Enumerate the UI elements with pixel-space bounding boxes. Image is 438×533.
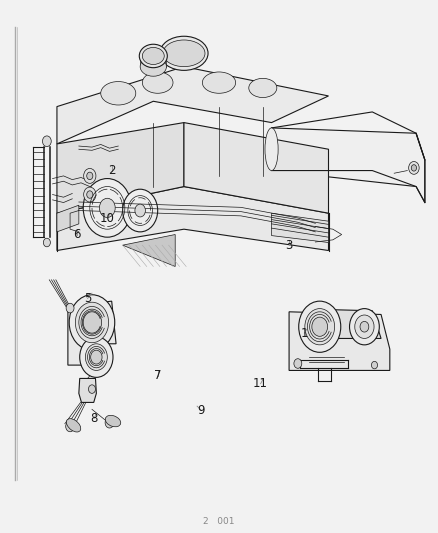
Circle shape — [42, 136, 51, 147]
Circle shape — [294, 359, 302, 368]
Circle shape — [83, 179, 131, 237]
Polygon shape — [184, 123, 328, 213]
Ellipse shape — [140, 57, 166, 76]
Circle shape — [87, 191, 93, 198]
Ellipse shape — [101, 82, 136, 105]
Ellipse shape — [265, 128, 278, 171]
Polygon shape — [123, 235, 175, 266]
Text: 2   001: 2 001 — [203, 517, 235, 526]
Circle shape — [69, 295, 115, 350]
Polygon shape — [289, 312, 390, 370]
Ellipse shape — [202, 72, 236, 93]
Polygon shape — [311, 309, 381, 338]
Circle shape — [135, 204, 145, 217]
Circle shape — [411, 165, 417, 171]
Circle shape — [66, 303, 74, 313]
Ellipse shape — [249, 78, 277, 98]
Polygon shape — [79, 378, 96, 402]
Text: 3: 3 — [286, 239, 293, 252]
Polygon shape — [68, 301, 116, 365]
Text: 9: 9 — [198, 404, 205, 417]
Text: 7: 7 — [154, 369, 162, 382]
Circle shape — [350, 309, 379, 345]
Ellipse shape — [67, 419, 81, 432]
Circle shape — [91, 350, 102, 364]
Circle shape — [85, 344, 107, 370]
Ellipse shape — [105, 415, 121, 427]
Polygon shape — [272, 213, 328, 243]
Circle shape — [99, 198, 115, 217]
Text: 2: 2 — [108, 164, 116, 177]
Polygon shape — [57, 205, 79, 232]
Polygon shape — [57, 67, 328, 144]
Ellipse shape — [142, 72, 173, 93]
Circle shape — [80, 337, 113, 377]
Ellipse shape — [139, 44, 167, 68]
Circle shape — [312, 317, 328, 336]
Circle shape — [409, 161, 419, 174]
Circle shape — [88, 385, 95, 393]
Text: 11: 11 — [253, 377, 268, 390]
Polygon shape — [57, 123, 184, 213]
Polygon shape — [272, 128, 425, 203]
Ellipse shape — [160, 36, 208, 70]
Circle shape — [87, 172, 93, 180]
Circle shape — [355, 315, 374, 338]
Circle shape — [105, 417, 114, 428]
Circle shape — [66, 421, 74, 432]
Circle shape — [360, 321, 369, 332]
Text: 10: 10 — [100, 212, 115, 225]
Circle shape — [43, 238, 50, 247]
Text: 5: 5 — [84, 292, 91, 305]
Circle shape — [84, 168, 96, 183]
Text: 8: 8 — [91, 412, 98, 425]
Circle shape — [371, 361, 378, 369]
Circle shape — [84, 187, 96, 202]
Circle shape — [299, 301, 341, 352]
Circle shape — [123, 189, 158, 232]
Circle shape — [75, 302, 109, 343]
Ellipse shape — [163, 40, 205, 67]
Text: 1: 1 — [300, 327, 308, 340]
Text: 6: 6 — [73, 228, 81, 241]
Circle shape — [82, 311, 102, 334]
Ellipse shape — [142, 47, 164, 64]
Circle shape — [305, 309, 335, 345]
Polygon shape — [57, 187, 328, 251]
